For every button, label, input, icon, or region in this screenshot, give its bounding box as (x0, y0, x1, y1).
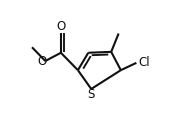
Text: S: S (87, 88, 95, 101)
Text: Cl: Cl (139, 56, 150, 69)
Text: O: O (56, 20, 66, 33)
Text: O: O (37, 55, 47, 67)
